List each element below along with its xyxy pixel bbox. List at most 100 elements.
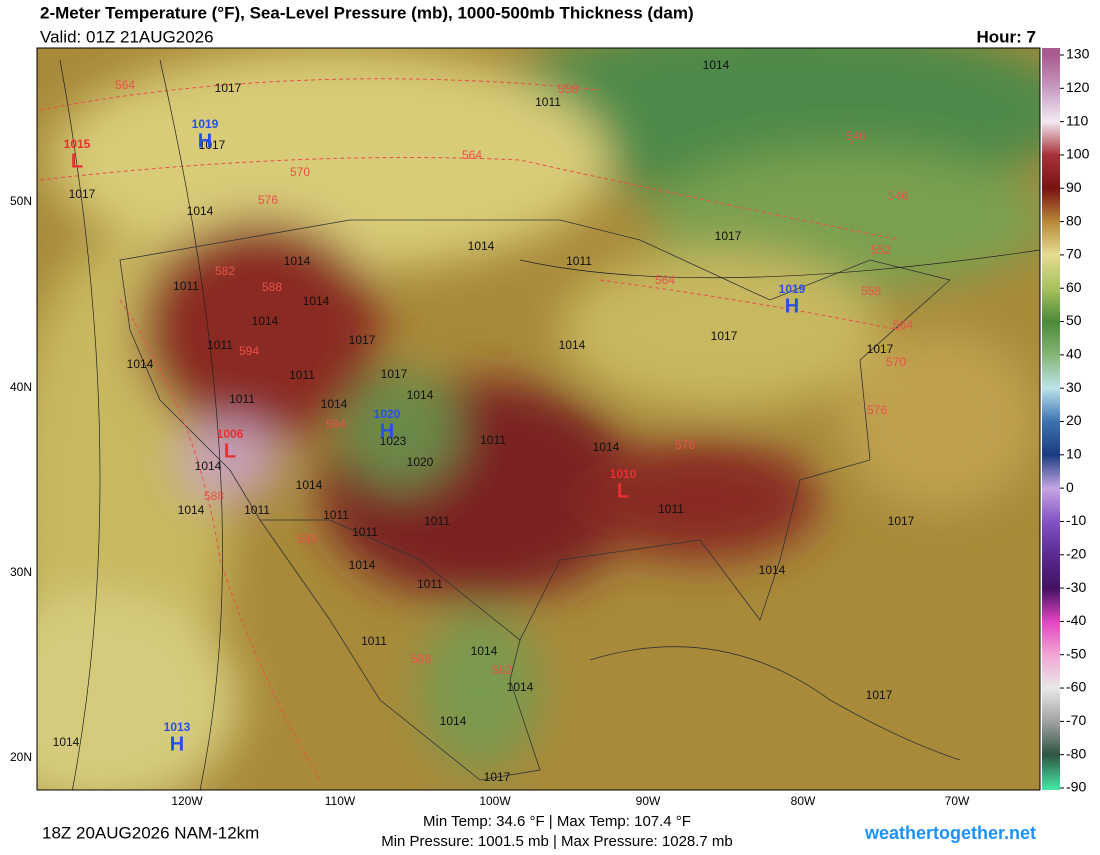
thickness-label: 594 (326, 417, 346, 431)
isobar-label: 1017 (484, 770, 511, 784)
isobar-label: 1017 (888, 514, 915, 528)
thickness-label: 576 (867, 403, 887, 417)
thickness-label: 588 (262, 280, 282, 294)
thickness-label: 564 (893, 318, 913, 332)
isobar-label: 1014 (759, 563, 786, 577)
colorbar-tick-label: 10 (1066, 446, 1082, 462)
colorbar-tick-label: -70 (1066, 712, 1086, 728)
isobar-label: 1014 (468, 239, 495, 253)
thickness-label: 594 (239, 344, 259, 358)
colorbar-tick-label: 40 (1066, 346, 1082, 362)
isobar-label: 1014 (349, 558, 376, 572)
isobar-label: 1017 (867, 342, 894, 356)
thickness-label: 564 (462, 148, 482, 162)
pressure-center-letter: L (617, 480, 629, 502)
thickness-label: 570 (290, 165, 310, 179)
thickness-label: 582 (215, 264, 235, 278)
isobar-label: 1011 (173, 279, 199, 293)
isobar-label: 1011 (323, 508, 349, 522)
site-link[interactable]: weathertogether.net (864, 823, 1036, 843)
latitude-label: 40N (10, 380, 32, 394)
pressure-center-letter: H (785, 295, 799, 317)
thickness-label: 546 (888, 189, 908, 203)
model-run: 18Z 20AUG2026 NAM-12km (42, 823, 259, 842)
isobar-label: 1017 (349, 333, 376, 347)
thickness-label: 570 (886, 355, 906, 369)
map-field (37, 48, 1040, 790)
pressure-center-letter: H (170, 733, 184, 755)
isobar-label: 1014 (178, 503, 205, 517)
isobar-label: 1011 (207, 338, 233, 352)
thickness-label: 576 (258, 193, 278, 207)
pressure-stats: Min Pressure: 1001.5 mb | Max Pressure: … (381, 833, 733, 850)
isobar-label: 1017 (199, 138, 226, 152)
thickness-label: 546 (846, 129, 866, 143)
colorbar-tick-label: -10 (1066, 512, 1086, 528)
isobar-label: 1011 (480, 433, 506, 447)
colorbar-tick-label: 50 (1066, 312, 1082, 328)
isobar-label: 1014 (471, 644, 498, 658)
isobar-label: 1011 (424, 514, 450, 528)
isobar-label: 1014 (593, 440, 620, 454)
pressure-center-letter: H (380, 420, 394, 442)
colorbar-tick-label: -20 (1066, 545, 1086, 561)
isobar-label: 1014 (559, 338, 586, 352)
colorbar-tick-label: -90 (1066, 779, 1086, 795)
isobar-label: 1014 (195, 459, 222, 473)
title: 2-Meter Temperature (°F), Sea-Level Pres… (40, 3, 694, 22)
forecast-hour: Hour: 7 (977, 27, 1037, 46)
isobar-label: 1014 (440, 714, 467, 728)
isobar-label: 1014 (187, 204, 214, 218)
pressure-center-value: 1020 (374, 407, 401, 421)
thickness-label: 558 (558, 82, 578, 96)
latitude-label: 20N (10, 750, 32, 764)
colorbar-tick-label: 30 (1066, 379, 1082, 395)
isobar-label: 1011 (417, 577, 443, 591)
colorbar-tick-label: 130 (1066, 46, 1090, 62)
isobar-label: 1014 (53, 735, 80, 749)
pressure-center-value: 1013 (164, 720, 191, 734)
colorbar-tick-label: 110 (1066, 112, 1089, 128)
colorbar-tick-label: -40 (1066, 612, 1086, 628)
isobar-label: 1014 (407, 388, 434, 402)
isobar-label: 1011 (352, 525, 378, 539)
isobar-label: 1011 (244, 503, 270, 517)
latitude-label: 50N (10, 194, 32, 208)
pressure-center-letter: L (71, 150, 83, 172)
longitude-label: 90W (636, 794, 661, 808)
thickness-label: 588 (297, 532, 317, 546)
isobar-label: 1011 (361, 634, 387, 648)
colorbar (1042, 48, 1060, 790)
colorbar-tick-label: 90 (1066, 179, 1082, 195)
colorbar-tick-label: 120 (1066, 79, 1090, 95)
isobar-label: 1017 (711, 329, 738, 343)
isobar-label: 1014 (127, 357, 154, 371)
colorbar-tick-label: 100 (1066, 146, 1090, 162)
longitude-label: 120W (171, 794, 203, 808)
colorbar-tick-label: -30 (1066, 579, 1086, 595)
colorbar-tick-label: -80 (1066, 745, 1086, 761)
pressure-center-value: 1010 (610, 467, 637, 481)
isobar-label: 1014 (296, 478, 323, 492)
thickness-label: 564 (655, 273, 675, 287)
map-frame (36, 47, 1041, 791)
pressure-center-value: 1015 (64, 137, 91, 151)
colorbar-tick-label: -50 (1066, 645, 1086, 661)
isobar-label: 1014 (703, 58, 730, 72)
isobar-label: 1011 (535, 95, 561, 109)
pressure-center-value: 1006 (217, 427, 244, 441)
isobar-label: 1011 (229, 392, 255, 406)
pressure-center-value: 1019 (779, 282, 806, 296)
isobar-label: 1014 (321, 397, 348, 411)
isobar-label: 1017 (381, 367, 408, 381)
colorbar-tick-label: 70 (1066, 246, 1082, 262)
colorbar-tick-label: 80 (1066, 212, 1082, 228)
thickness-label: 552 (871, 243, 891, 257)
longitude-label: 100W (479, 794, 511, 808)
longitude-label: 70W (945, 794, 970, 808)
thickness-label: 588 (411, 652, 431, 666)
thickness-label: 558 (861, 284, 881, 298)
colorbar-tick-label: 60 (1066, 279, 1082, 295)
